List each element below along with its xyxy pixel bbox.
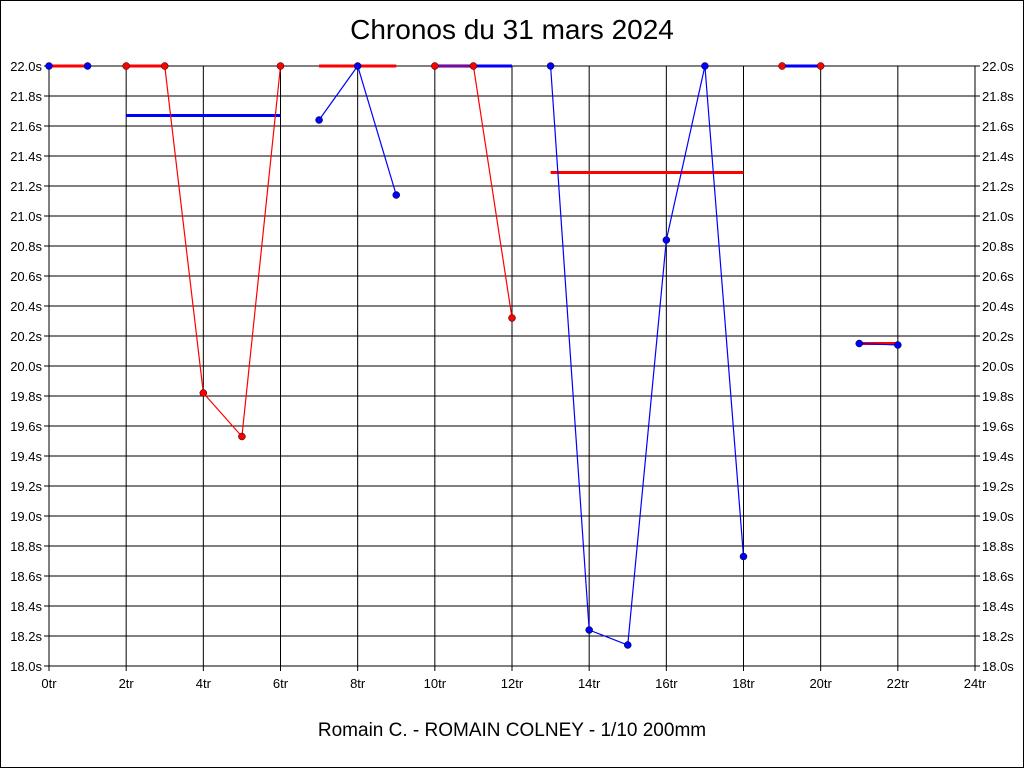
y-tick-label-left: 20.0s — [10, 359, 42, 374]
y-tick-label-left: 21.8s — [10, 89, 42, 104]
series-line — [549, 65, 745, 646]
x-tick-label: 6tr — [273, 676, 289, 691]
data-point — [624, 641, 632, 649]
y-tick-label-right: 20.2s — [982, 329, 1014, 344]
y-tick-label-left: 19.0s — [10, 509, 42, 524]
data-point — [199, 389, 208, 397]
data-point — [855, 339, 863, 348]
y-tick-label-left: 18.4s — [10, 599, 42, 614]
tick-labels: 0tr 2tr 4tr 6tr 8tr 10tr 12tr 14tr 16tr 18tr 20tr 2… — [10, 59, 1014, 691]
y-tick-label-right: 20.4s — [982, 299, 1014, 314]
x-tick-label: 20tr — [809, 676, 832, 691]
data-point — [585, 626, 593, 634]
y-tick-label-left: 21.6s — [10, 119, 42, 134]
x-tick-label: 22tr — [887, 676, 910, 691]
average-lines — [49, 64, 898, 345]
y-tick-label-right: 18.6s — [982, 569, 1014, 584]
x-tick-label: 10tr — [424, 676, 447, 691]
y-tick-label-left: 19.8s — [10, 389, 42, 404]
y-tick-label-left: 18.8s — [10, 539, 42, 554]
y-tick-label-right: 18.0s — [982, 659, 1014, 674]
data-point — [778, 62, 786, 70]
y-tick-label-left: 20.4s — [10, 299, 42, 314]
x-tick-label: 14tr — [578, 676, 601, 691]
y-tick-label-left: 19.6s — [10, 419, 42, 434]
data-point — [83, 62, 92, 70]
data-point — [431, 62, 439, 70]
y-tick-label-left: 19.4s — [10, 449, 42, 464]
y-tick-label-left: 18.2s — [10, 629, 42, 644]
data-point — [276, 62, 285, 70]
series-lines — [49, 64, 898, 646]
y-tick-label-right: 19.2s — [982, 479, 1014, 494]
x-tick-label: 8tr — [350, 676, 366, 691]
data-point — [546, 62, 555, 70]
series-line — [434, 65, 513, 319]
data-point — [469, 62, 478, 70]
data-point — [238, 432, 246, 441]
y-tick-label-right: 21.8s — [982, 89, 1014, 104]
x-tick-label: 16tr — [655, 676, 678, 691]
y-tick-label-left: 18.6s — [10, 569, 42, 584]
data-point — [816, 62, 825, 70]
y-tick-label-right: 18.4s — [982, 599, 1014, 614]
y-tick-label-right: 19.6s — [982, 419, 1014, 434]
series-line — [859, 342, 898, 346]
data-point — [122, 62, 130, 70]
y-tick-label-left: 20.6s — [10, 269, 42, 284]
x-tick-label: 2tr — [119, 676, 135, 691]
y-tick-label-left: 21.0s — [10, 209, 42, 224]
data-point — [508, 314, 516, 322]
y-tick-label-right: 21.4s — [982, 149, 1014, 164]
y-tick-label-right: 18.2s — [982, 629, 1014, 644]
data-point — [45, 62, 53, 70]
data-point — [161, 62, 169, 70]
x-tick-label: 12tr — [501, 676, 524, 691]
chart-caption: Romain C. - ROMAIN COLNEY - 1/10 200mm — [317, 720, 707, 741]
y-tick-label-right: 21.0s — [982, 209, 1014, 224]
y-tick-label-right: 21.2s — [982, 179, 1014, 194]
data-point — [353, 62, 362, 70]
y-tick-label-right: 20.8s — [982, 239, 1014, 254]
y-tick-label-right: 22.0s — [982, 59, 1014, 74]
data-point — [662, 236, 671, 244]
y-tick-label-left: 22.0s — [10, 59, 42, 74]
data-point — [701, 62, 709, 70]
y-tick-label-right: 21.6s — [982, 119, 1014, 134]
y-tick-label-right: 19.0s — [982, 509, 1014, 524]
data-point — [739, 552, 748, 561]
grid — [44, 65, 980, 671]
y-tick-label-right: 18.8s — [982, 539, 1014, 554]
chart-title: Chronos du 31 mars 2024 — [350, 14, 674, 45]
x-tick-label: 18tr — [732, 676, 755, 691]
y-tick-label-left: 19.2s — [10, 479, 42, 494]
y-tick-label-left: 21.4s — [10, 149, 42, 164]
data-point — [315, 116, 323, 124]
x-tick-label: 24tr — [964, 676, 987, 691]
x-tick-label: 4tr — [196, 676, 212, 691]
y-tick-label-right: 20.6s — [982, 269, 1014, 284]
y-tick-label-left: 18.0s — [10, 659, 42, 674]
data-points — [45, 62, 902, 649]
data-point — [894, 341, 902, 349]
y-tick-label-left: 20.2s — [10, 329, 42, 344]
y-tick-label-right: 20.0s — [982, 359, 1014, 374]
data-point — [392, 191, 400, 199]
y-tick-label-right: 19.4s — [982, 449, 1014, 464]
x-tick-label: 0tr — [41, 676, 57, 691]
y-tick-label-right: 19.8s — [982, 389, 1014, 404]
y-tick-label-left: 21.2s — [10, 179, 42, 194]
y-tick-label-left: 20.8s — [10, 239, 42, 254]
